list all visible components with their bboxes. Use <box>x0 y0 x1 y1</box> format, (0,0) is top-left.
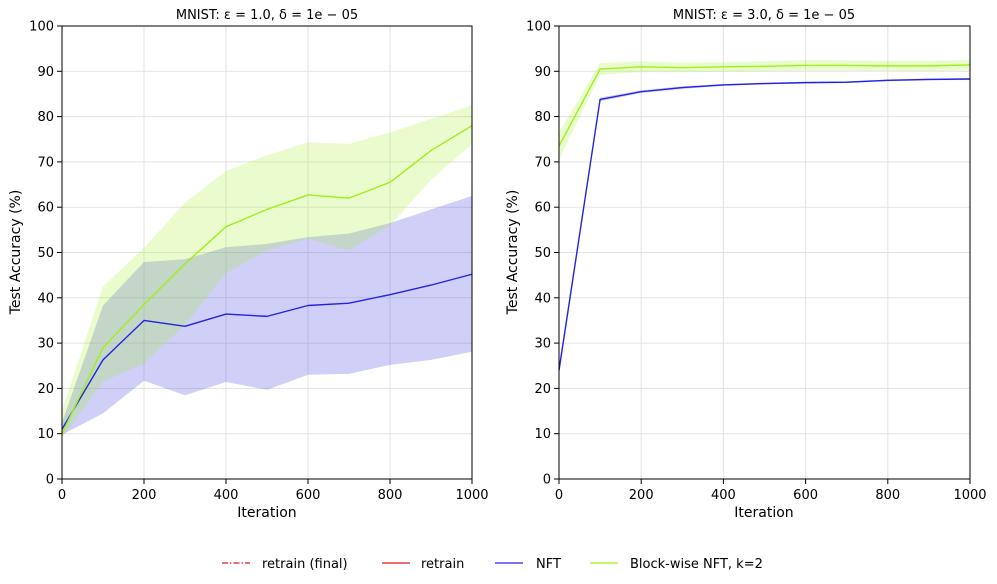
subplot-right: MNIST: ε = 3.0, δ = 1e − 05 0 200 400 600 80… <box>505 8 987 521</box>
right-y-tick-label-60: 60 <box>534 201 551 216</box>
right-x-ticks: 0 200 400 600 800 1000 <box>555 479 987 503</box>
left-x-tick-label-800: 800 <box>378 488 403 503</box>
left-y-tick-label-60: 60 <box>37 201 54 216</box>
right-y-tick-label-10: 10 <box>534 427 551 442</box>
right-y-tick-label-50: 50 <box>534 246 551 261</box>
left-axes-frame <box>61 25 473 480</box>
right-x-tick-label-400: 400 <box>711 488 736 503</box>
right-band-nft <box>559 78 970 375</box>
left-y-tick-label-90: 90 <box>37 65 54 80</box>
legend-label-retrain-final: retrain (final) <box>262 557 348 572</box>
left-x-tick-label-600: 600 <box>296 488 321 503</box>
right-y-tick-label-20: 20 <box>534 382 551 397</box>
left-y-axis-label: Test Accuracy (%) <box>8 190 24 316</box>
left-x-axis-label: Iteration <box>237 505 296 521</box>
right-y-axis-label: Test Accuracy (%) <box>505 190 521 316</box>
legend-entry-retrain: retrain <box>382 557 464 572</box>
right-y-tick-label-40: 40 <box>534 291 551 306</box>
left-y-tick-label-0: 0 <box>46 473 54 488</box>
left-y-tick-label-30: 30 <box>37 337 54 352</box>
legend: retrain (final) retrain NFT Block-wise N… <box>222 557 763 572</box>
right-y-tick-label-30: 30 <box>534 337 551 352</box>
right-lines <box>558 64 971 371</box>
left-band-nft <box>62 195 472 435</box>
legend-label-nft: NFT <box>536 557 561 572</box>
left-y-tick-label-70: 70 <box>37 155 54 170</box>
left-y-tick-label-10: 10 <box>37 427 54 442</box>
right-y-tick-label-80: 80 <box>534 110 551 125</box>
right-x-tick-label-0: 0 <box>555 488 563 503</box>
left-x-ticks: 0 200 400 600 800 1000 <box>58 479 489 503</box>
left-y-tick-label-80: 80 <box>37 110 54 125</box>
right-x-tick-label-200: 200 <box>629 488 654 503</box>
legend-entry-blockwise-nft: Block-wise NFT, k=2 <box>590 557 763 572</box>
left-band-block-wise-nft-k-2 <box>62 105 472 439</box>
right-y-tick-label-0: 0 <box>543 473 551 488</box>
right-chart-title: MNIST: ε = 3.0, δ = 1e − 05 <box>673 8 855 23</box>
left-x-tick-label-200: 200 <box>132 488 157 503</box>
right-x-tick-label-1000: 1000 <box>953 488 986 503</box>
left-y-ticks: 0 10 20 30 40 50 60 70 80 90 100 <box>29 20 62 488</box>
left-chart-title: MNIST: ε = 1.0, δ = 1e − 05 <box>176 8 358 23</box>
right-y-ticks: 0 10 20 30 40 50 60 70 80 90 100 <box>526 20 559 488</box>
right-x-tick-label-600: 600 <box>793 488 818 503</box>
legend-label-retrain: retrain <box>421 557 464 572</box>
right-band-block-wise-nft-k-2 <box>559 59 970 160</box>
legend-entry-nft: NFT <box>495 557 561 572</box>
right-line-nft <box>558 78 971 371</box>
left-y-tick-label-40: 40 <box>37 291 54 306</box>
right-axes-frame <box>558 25 971 480</box>
right-y-tick-label-90: 90 <box>534 65 551 80</box>
left-y-tick-label-100: 100 <box>29 20 54 35</box>
left-x-tick-label-1000: 1000 <box>455 488 488 503</box>
legend-label-blockwise-nft: Block-wise NFT, k=2 <box>630 557 763 572</box>
right-x-axis-label: Iteration <box>734 505 793 521</box>
right-line-block-wise-nft-k-2 <box>558 64 971 147</box>
right-bands <box>559 59 970 375</box>
left-y-tick-label-50: 50 <box>37 246 54 261</box>
left-bands <box>62 105 472 439</box>
legend-entry-retrain-final: retrain (final) <box>222 557 348 572</box>
right-y-tick-label-70: 70 <box>534 155 551 170</box>
right-x-tick-label-800: 800 <box>875 488 900 503</box>
subplot-left: MNIST: ε = 1.0, δ = 1e − 05 0 200 400 600 80… <box>8 8 489 521</box>
left-x-tick-label-0: 0 <box>58 488 66 503</box>
left-y-tick-label-20: 20 <box>37 382 54 397</box>
left-x-tick-label-400: 400 <box>214 488 239 503</box>
right-y-tick-label-100: 100 <box>526 20 551 35</box>
